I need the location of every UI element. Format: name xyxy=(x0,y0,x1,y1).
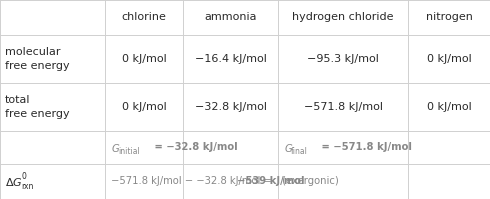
Text: chlorine: chlorine xyxy=(122,13,167,22)
Text: nitrogen: nitrogen xyxy=(425,13,472,22)
Text: −95.3 kJ/mol: −95.3 kJ/mol xyxy=(307,54,379,64)
Text: 0 kJ/mol: 0 kJ/mol xyxy=(122,54,167,64)
Text: 0 kJ/mol: 0 kJ/mol xyxy=(122,102,167,112)
Text: molecular
free energy: molecular free energy xyxy=(5,47,70,71)
Text: −16.4 kJ/mol: −16.4 kJ/mol xyxy=(195,54,267,64)
Text: 0: 0 xyxy=(21,172,26,181)
Text: $\mathit{G}$: $\mathit{G}$ xyxy=(284,141,293,153)
Text: initial: initial xyxy=(118,147,140,156)
Text: $\mathit{G}$: $\mathit{G}$ xyxy=(111,141,120,153)
Text: (exergonic): (exergonic) xyxy=(279,177,339,186)
Text: 0 kJ/mol: 0 kJ/mol xyxy=(427,102,471,112)
Text: total
free energy: total free energy xyxy=(5,95,70,119)
Text: $\Delta\mathit{G}$: $\Delta\mathit{G}$ xyxy=(5,176,23,187)
Text: −32.8 kJ/mol: −32.8 kJ/mol xyxy=(195,102,267,112)
Text: hydrogen chloride: hydrogen chloride xyxy=(292,13,394,22)
Text: −571.8 kJ/mol: −571.8 kJ/mol xyxy=(303,102,383,112)
Text: = −571.8 kJ/mol: = −571.8 kJ/mol xyxy=(318,142,412,152)
Text: = −32.8 kJ/mol: = −32.8 kJ/mol xyxy=(151,142,238,152)
Text: rxn: rxn xyxy=(21,182,33,191)
Text: final: final xyxy=(291,147,308,156)
Text: ammonia: ammonia xyxy=(204,13,257,22)
Text: −571.8 kJ/mol − −32.8 kJ/mol =: −571.8 kJ/mol − −32.8 kJ/mol = xyxy=(111,177,275,186)
Text: 0 kJ/mol: 0 kJ/mol xyxy=(427,54,471,64)
Text: −539 kJ/mol: −539 kJ/mol xyxy=(237,177,304,186)
